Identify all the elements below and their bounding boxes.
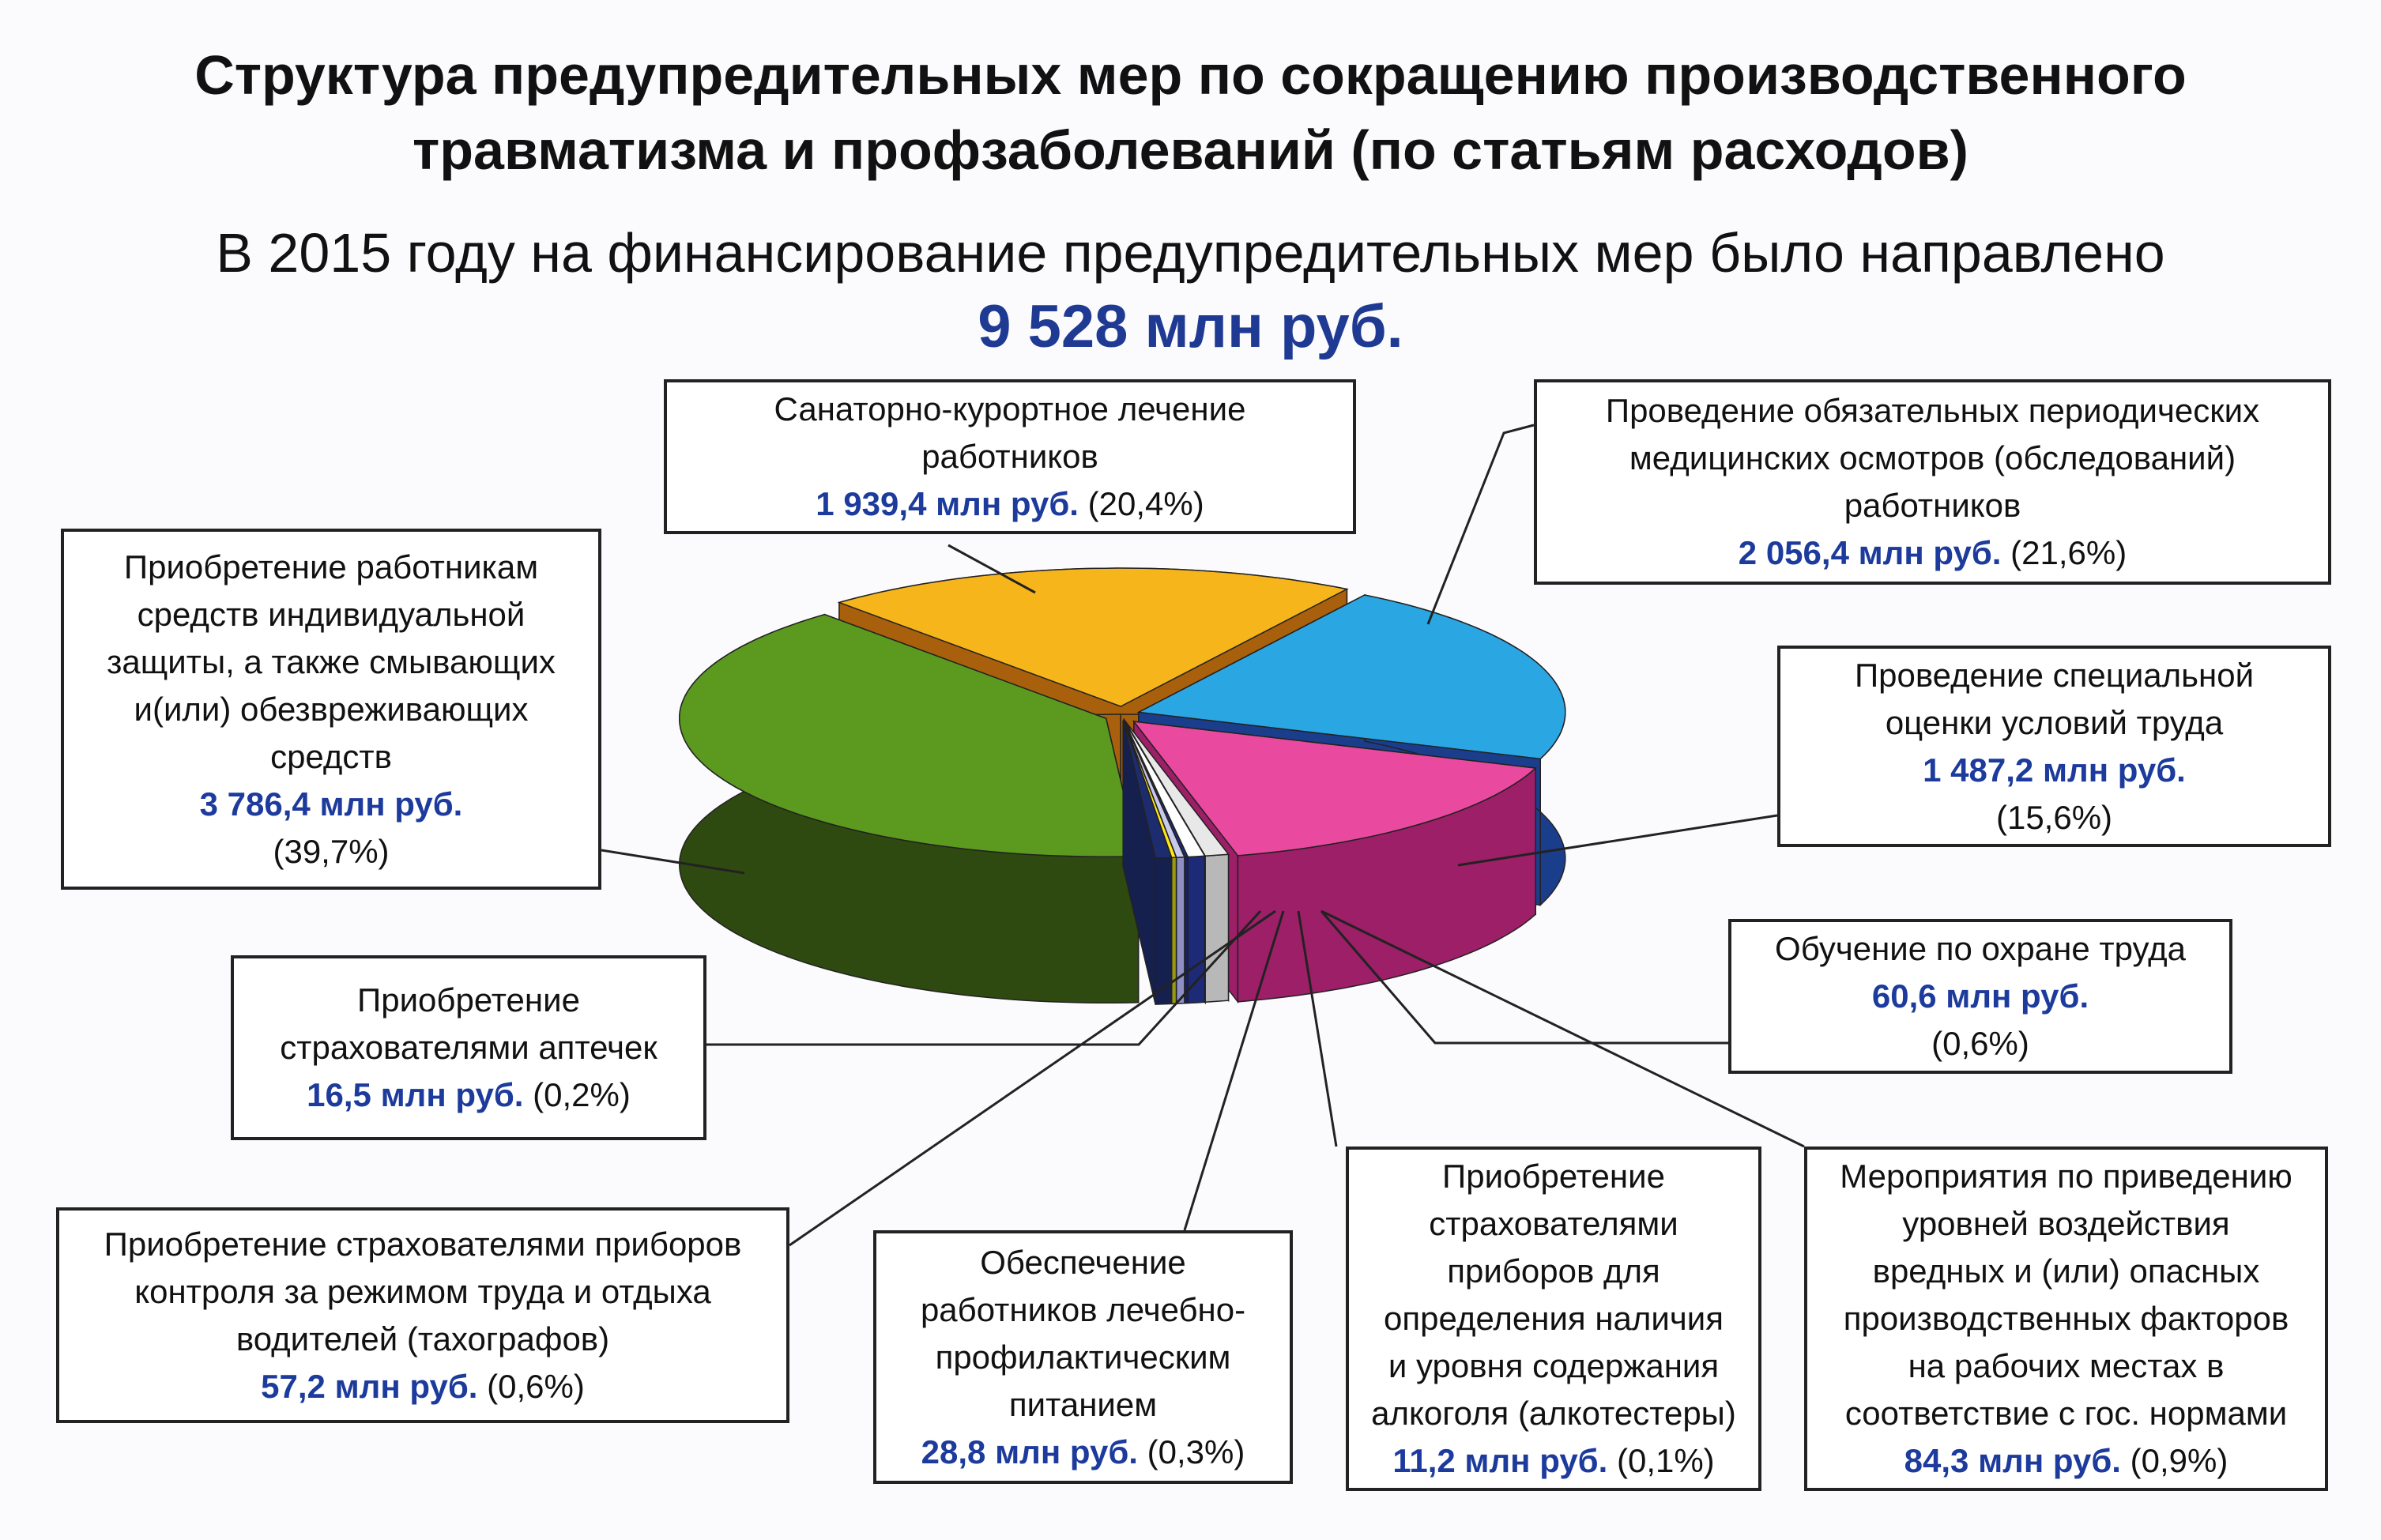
label-line: средств индивидуальной [137,595,526,633]
leader-line-harmful [1320,909,1805,1148]
label-percent: (0,2%) [533,1076,631,1113]
label-line: Приобретение [357,981,580,1019]
label-line: средств [270,737,392,775]
label-box-harmful: Мероприятия по приведению уровней воздей… [1804,1147,2328,1491]
label-value: 60,6 млн руб. [1871,977,2089,1015]
leader-line-assessment [1457,814,1778,867]
pie-slice-side-tachographs [1155,857,1173,1005]
label-line: страхователями аптечек [280,1029,657,1066]
label-percent: (39,7%) [273,832,390,870]
label-line: и уровня содержания [1388,1347,1720,1384]
label-line: страхователями [1429,1205,1678,1242]
leader-line-sanatorium [948,544,1036,594]
leader-line-ppe [601,849,745,875]
label-line: работников лечебно- [920,1290,1246,1328]
label-box-kits: Приобретение страхователями аптечек 16,5… [231,955,706,1140]
label-value: 11,2 млн руб. [1392,1442,1608,1479]
pie-slice-top-ppe [679,613,1140,857]
label-line: производственных факторов [1843,1300,2289,1337]
label-line: работников [921,438,1098,475]
leader-line-alcohol [1297,910,1338,1147]
label-percent: (0,1%) [1616,1442,1715,1479]
label-value: 1 939,4 млн руб. [816,485,1079,522]
pie-slice-top-sanatorium [837,567,1349,707]
label-percent: (20,4%) [1087,485,1204,522]
pie-slice-top-tachographs [1122,720,1173,859]
label-box-medical: Проведение обязательных периодических ме… [1534,379,2331,585]
label-box-ppe: Приобретение работникам средств индивиду… [61,529,601,890]
label-box-tachographs: Приобретение страхователями приборов кон… [56,1207,789,1423]
label-value: 84,3 млн руб. [1904,1442,2121,1479]
leader-line-nutrition [1183,910,1285,1231]
leader-lines [601,424,1805,1247]
total-amount: 9 528 млн руб. [978,293,1403,360]
leader-line-tachographs [789,909,1276,1247]
label-line: профилактическим [935,1338,1231,1376]
pie-slice-top-assessment [1132,721,1537,857]
label-percent: (15,6%) [1995,798,2113,836]
label-line: и(или) обезвреживающих [134,690,529,728]
label-box-assessment: Проведение специальной оценки условий тр… [1777,646,2331,847]
label-box-nutrition: Обеспечение работников лечебно- профилак… [873,1230,1293,1484]
label-line: медицинских осмотров (обследований) [1629,439,2236,476]
label-line: оценки условий труда [1885,703,2224,741]
label-line: Санаторно-курортное лечение [774,390,1246,427]
label-line: Обучение по охране труда [1775,930,2186,967]
label-value: 1 487,2 млн руб. [1923,751,2186,789]
label-value: 57,2 млн руб. [261,1367,478,1405]
label-value: 2 056,4 млн руб. [1738,534,2002,571]
label-percent: (0,9%) [2130,1442,2228,1479]
label-percent: (0,6%) [1931,1025,2029,1062]
label-value: 3 786,4 млн руб. [199,785,463,823]
leader-line-training [1320,910,1728,1045]
label-line: определения наличия [1384,1300,1724,1337]
label-value: 16,5 млн руб. [307,1076,524,1113]
leader-line-medical [1426,424,1535,625]
label-line: на рабочих местах в [1908,1347,2225,1384]
label-percent: (0,3%) [1147,1433,1245,1470]
label-line: Приобретение [1442,1158,1665,1195]
label-line: контроля за режимом труда и отдыха [134,1272,711,1310]
label-line: алкоголя (алкотестеры) [1371,1395,1736,1432]
label-line: вредных и (или) опасных [1872,1252,2260,1290]
pie-slice-side-harmful [1204,853,1230,1003]
pie-slice-side-nutrition [1175,856,1185,1004]
label-percent: (21,6%) [2010,534,2127,571]
label-line: водителей (тахографов) [235,1320,610,1357]
chart-subtitle: В 2015 году на финансирование предупреди… [216,222,2165,284]
leader-line-kits [706,909,1262,1046]
label-value: 28,8 млн руб. [921,1433,1138,1470]
label-box-training: Обучение по охране труда 60,6 млн руб. (… [1728,919,2232,1074]
chart-title-line2: травматизма и профзаболеваний (по статья… [413,119,1968,181]
label-line: Проведение специальной [1854,656,2255,694]
label-line: Обеспечение [980,1243,1186,1281]
label-line: защиты, а также смывающих [107,642,556,680]
label-line: Проведение обязательных периодических [1605,392,2260,429]
pie-slice-tachographs [1122,720,1173,1005]
label-line: работников [1844,487,2021,524]
label-line: соответствие с гос. нормами [1844,1395,2288,1432]
label-line: Мероприятия по приведению [1840,1158,2292,1195]
chart-title-line1: Структура предупредительных мер по сокра… [194,44,2187,106]
label-line: уровней воздействия [1902,1205,2230,1242]
pie-slice-side-alcohol [1184,856,1189,1004]
label-line: приборов для [1447,1252,1660,1290]
pie-slice-top-medical [1136,594,1566,760]
label-line: Приобретение страхователями приборов [104,1225,742,1263]
label-line: питанием [1008,1385,1158,1423]
label-percent: (0,6%) [487,1367,585,1405]
pie-slice-ppe [679,613,1140,1003]
label-box-sanatorium: Санаторно-курортное лечение работников 1… [664,379,1356,534]
label-line: Приобретение работникам [123,548,539,586]
label-box-alcohol: Приобретение страхователями приборов для… [1346,1147,1761,1491]
